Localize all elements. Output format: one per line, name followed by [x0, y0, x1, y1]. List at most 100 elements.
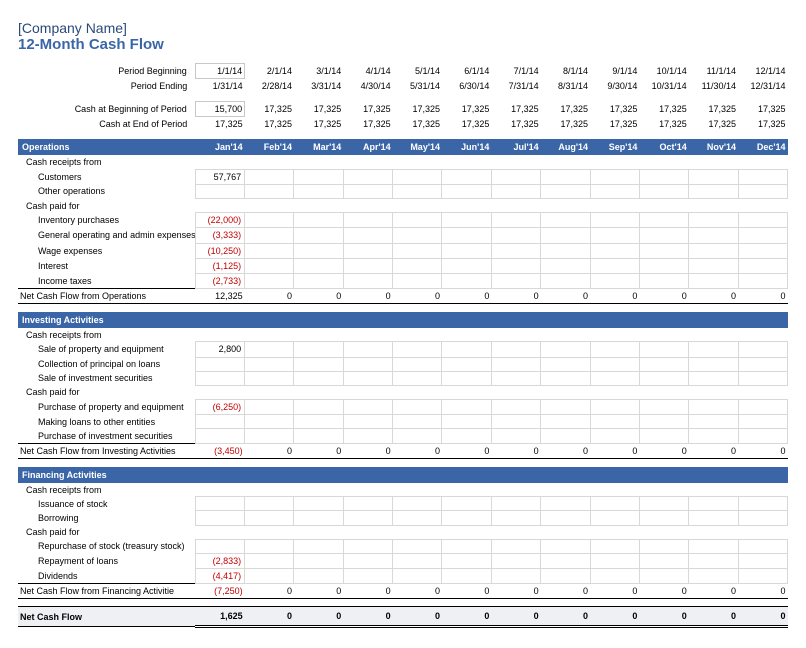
data-cell — [639, 199, 688, 213]
data-cell — [294, 228, 343, 243]
data-cell: 2/28/14 — [245, 79, 294, 94]
data-cell: 0 — [294, 607, 343, 627]
data-cell: 0 — [590, 584, 639, 599]
data-cell — [442, 342, 491, 357]
data-cell — [195, 415, 244, 429]
data-cell — [294, 357, 343, 371]
data-cell — [541, 511, 590, 525]
data-cell: 1/31/14 — [195, 79, 244, 94]
data-cell — [689, 399, 738, 414]
data-cell — [738, 511, 787, 525]
data-cell: 6/1/14 — [442, 64, 491, 79]
data-cell: 0 — [541, 584, 590, 599]
data-cell: 17,325 — [590, 101, 639, 116]
data-cell — [689, 357, 738, 371]
data-cell — [442, 169, 491, 184]
month-header: Jun'14 — [442, 139, 491, 155]
data-cell — [590, 553, 639, 568]
data-cell — [343, 569, 392, 584]
data-cell — [639, 342, 688, 357]
data-cell — [590, 539, 639, 553]
month-header: Aug'14 — [541, 139, 590, 155]
data-cell — [294, 525, 343, 539]
data-cell — [590, 569, 639, 584]
data-cell — [541, 258, 590, 273]
data-cell — [491, 342, 540, 357]
data-cell — [541, 553, 590, 568]
data-cell — [393, 169, 442, 184]
month-header — [195, 467, 244, 483]
data-cell: 17,325 — [343, 116, 392, 131]
data-cell — [541, 371, 590, 385]
data-cell — [738, 357, 787, 371]
data-cell — [639, 497, 688, 511]
data-cell — [689, 169, 738, 184]
data-cell — [245, 243, 294, 258]
data-cell — [343, 328, 392, 342]
data-cell — [393, 199, 442, 213]
line-item: Wage expenses — [18, 243, 195, 258]
data-cell: 0 — [294, 288, 343, 303]
data-cell — [442, 328, 491, 342]
data-cell — [343, 429, 392, 444]
data-cell — [245, 569, 294, 584]
data-cell: (6,250) — [195, 399, 244, 414]
data-cell — [639, 273, 688, 288]
data-cell — [738, 385, 787, 399]
data-cell: 0 — [689, 288, 738, 303]
month-header: Dec'14 — [738, 139, 787, 155]
data-cell — [738, 525, 787, 539]
data-cell — [689, 199, 738, 213]
month-header — [639, 312, 688, 328]
data-cell: 0 — [491, 288, 540, 303]
month-header — [491, 467, 540, 483]
data-cell — [195, 371, 244, 385]
month-header — [491, 312, 540, 328]
data-cell: 0 — [491, 584, 540, 599]
data-cell — [442, 483, 491, 497]
data-cell — [590, 184, 639, 198]
data-cell: 0 — [491, 607, 540, 627]
data-cell — [343, 199, 392, 213]
data-cell — [541, 155, 590, 169]
data-cell — [245, 553, 294, 568]
data-cell — [689, 228, 738, 243]
data-cell — [245, 385, 294, 399]
data-cell — [491, 155, 540, 169]
data-cell: 17,325 — [195, 116, 244, 131]
data-cell — [491, 243, 540, 258]
data-cell — [343, 228, 392, 243]
cashflow-table: Period Beginning1/1/142/1/143/1/144/1/14… — [18, 63, 788, 628]
company-name: [Company Name] — [18, 20, 788, 36]
data-cell — [442, 539, 491, 553]
data-cell — [491, 328, 540, 342]
data-cell — [393, 385, 442, 399]
data-cell — [294, 258, 343, 273]
data-cell — [195, 385, 244, 399]
data-cell — [442, 228, 491, 243]
data-cell — [245, 328, 294, 342]
month-header — [343, 312, 392, 328]
data-cell — [393, 228, 442, 243]
data-cell — [738, 213, 787, 228]
data-cell — [491, 525, 540, 539]
line-item: Repurchase of stock (treasury stock) — [18, 539, 195, 553]
month-header — [245, 312, 294, 328]
data-cell — [442, 569, 491, 584]
data-cell: (3,333) — [195, 228, 244, 243]
data-cell — [195, 497, 244, 511]
data-cell — [442, 371, 491, 385]
month-header — [541, 312, 590, 328]
data-cell — [195, 429, 244, 444]
data-cell: 17,325 — [245, 116, 294, 131]
data-cell: 0 — [541, 443, 590, 458]
data-cell — [541, 569, 590, 584]
data-cell — [639, 429, 688, 444]
data-cell: 0 — [738, 288, 787, 303]
data-cell — [639, 228, 688, 243]
data-cell: 0 — [393, 584, 442, 599]
data-cell — [590, 328, 639, 342]
data-cell — [738, 483, 787, 497]
data-cell: (3,450) — [195, 443, 244, 458]
data-cell — [245, 199, 294, 213]
